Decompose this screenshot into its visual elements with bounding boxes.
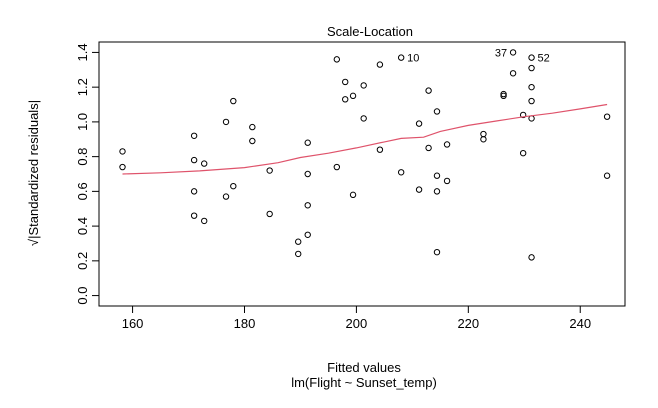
x-tick-label: 200 <box>346 316 368 331</box>
data-point <box>376 146 384 153</box>
chart-title: Scale-Location <box>327 24 413 39</box>
y-tick-label: 0.2 <box>75 252 90 270</box>
data-point <box>528 254 535 261</box>
data-point <box>349 92 357 100</box>
data-point <box>519 111 527 119</box>
data-point <box>201 160 208 167</box>
data-point <box>222 193 230 200</box>
data-point <box>266 210 273 218</box>
point-label: 37 <box>495 47 507 59</box>
data-point <box>295 250 302 258</box>
x-tick-label: 160 <box>122 316 144 331</box>
y-tick-label: 1.0 <box>75 113 90 131</box>
data-point <box>304 139 311 146</box>
x-tick-label: 180 <box>234 316 256 331</box>
data-point <box>603 113 611 120</box>
data-point <box>249 123 256 131</box>
data-point <box>425 87 432 94</box>
data-point <box>603 172 611 179</box>
point-labels-layer: 10 37 52 <box>407 47 550 64</box>
point-label: 52 <box>538 53 550 65</box>
data-point <box>528 54 535 61</box>
data-point <box>443 141 451 148</box>
data-point <box>425 144 432 152</box>
data-point <box>119 163 126 171</box>
data-point <box>397 54 405 61</box>
data-point <box>376 61 384 68</box>
data-point <box>295 238 302 245</box>
y-tick-label: 1.4 <box>75 43 90 61</box>
data-point <box>249 137 256 145</box>
y-axis: 0.0 0.2 0.4 0.6 0.8 1.0 1.2 1.4 <box>75 43 100 305</box>
data-point <box>433 108 441 115</box>
data-point <box>190 132 198 139</box>
y-tick-label: 0.4 <box>75 217 90 235</box>
data-point <box>480 130 487 138</box>
x-tick-label: 220 <box>457 316 479 331</box>
data-point <box>222 118 230 126</box>
data-point <box>333 56 341 63</box>
data-point <box>304 231 311 238</box>
data-point <box>342 96 349 103</box>
data-point <box>500 92 507 100</box>
data-point <box>500 90 507 98</box>
data-point <box>360 115 367 122</box>
data-point <box>433 248 441 256</box>
plot-frame <box>98 41 626 307</box>
data-point <box>342 78 349 86</box>
data-point <box>201 217 208 225</box>
chart-subtitle: lm(Flight ~ Sunset_temp) <box>291 375 437 390</box>
data-point <box>509 49 517 56</box>
point-label: 10 <box>407 53 419 65</box>
x-axis-label: Fitted values <box>327 360 401 375</box>
data-point <box>528 97 535 105</box>
data-point <box>509 70 517 77</box>
x-axis: 160 180 200 220 240 <box>122 305 591 331</box>
data-point <box>480 136 487 143</box>
data-point <box>190 188 198 195</box>
data-point <box>415 186 423 193</box>
y-tick-label: 0.6 <box>75 182 90 200</box>
smooth-line <box>122 103 608 175</box>
data-point <box>230 97 237 105</box>
data-point <box>266 167 273 174</box>
y-tick-label: 1.2 <box>75 78 90 96</box>
data-point <box>360 82 367 89</box>
data-point <box>333 163 341 171</box>
data-point <box>528 64 535 72</box>
data-point <box>230 182 237 190</box>
data-point <box>397 169 405 176</box>
data-point <box>304 202 311 209</box>
data-point <box>443 177 451 185</box>
data-point <box>190 212 198 219</box>
data-point <box>304 170 311 178</box>
y-tick-label: 0.8 <box>75 148 90 166</box>
y-tick-label: 0.0 <box>75 287 90 305</box>
x-tick-label: 240 <box>569 316 591 331</box>
data-point <box>190 156 198 164</box>
data-point <box>519 149 527 157</box>
data-point <box>349 191 357 199</box>
data-point <box>433 172 441 179</box>
data-point <box>433 188 441 195</box>
data-point <box>119 148 126 155</box>
data-point <box>528 83 535 91</box>
data-point <box>415 120 423 127</box>
points-layer <box>119 49 611 261</box>
y-axis-label: √|Standardized residuals| <box>26 100 41 246</box>
smooth-layer <box>122 103 608 175</box>
